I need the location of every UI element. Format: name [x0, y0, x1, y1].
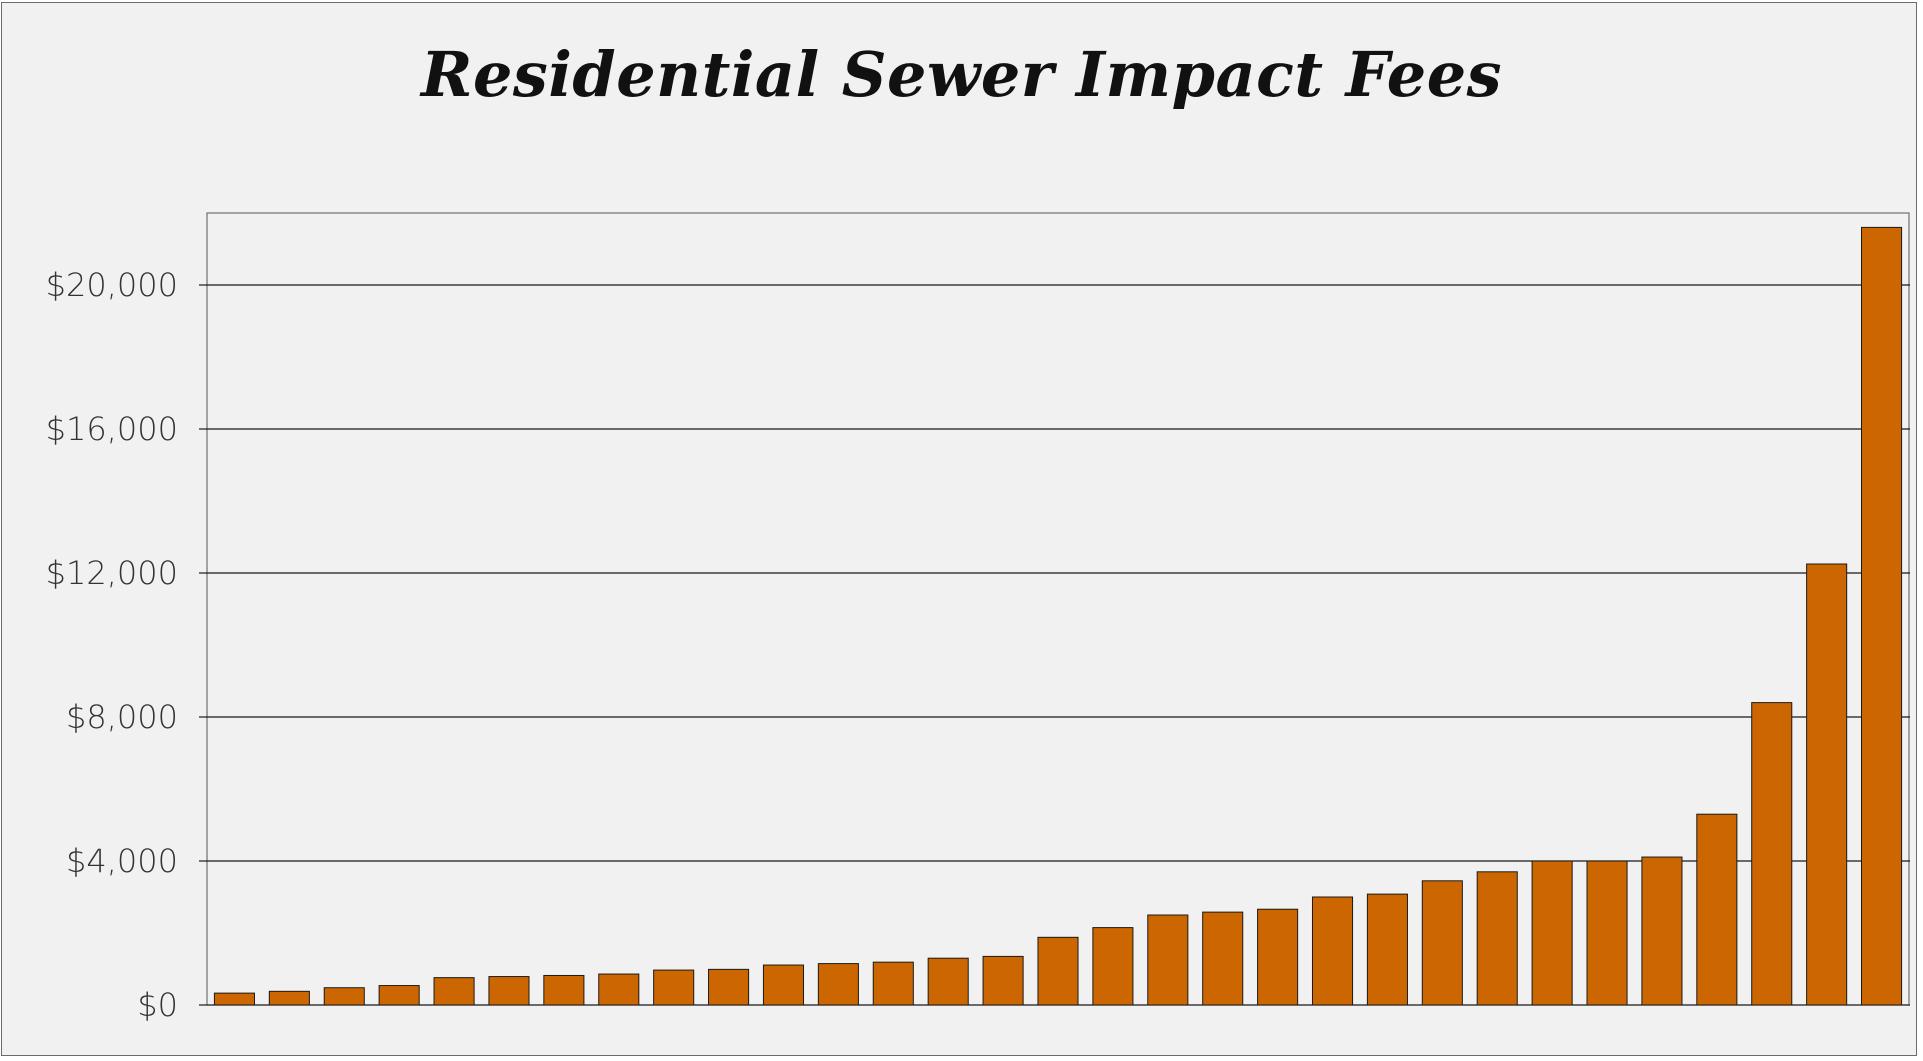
y-tick-label: $8,000 [66, 698, 178, 736]
y-tick-label: $20,000 [46, 266, 178, 304]
bar [598, 973, 640, 1006]
bar [982, 955, 1024, 1006]
y-tick-label: $16,000 [46, 410, 178, 448]
bar [1641, 856, 1683, 1006]
bar [323, 987, 365, 1006]
bar [1531, 860, 1573, 1006]
y-tick-label: $12,000 [46, 554, 178, 592]
bar [653, 969, 695, 1006]
bar [268, 990, 310, 1006]
chart-title: Residential Sewer Impact Fees [420, 38, 1503, 111]
bar [488, 976, 530, 1006]
bar [433, 977, 475, 1006]
bar [1696, 813, 1738, 1006]
bar [1586, 860, 1628, 1006]
bar [1202, 911, 1244, 1006]
bar [213, 992, 255, 1006]
bar [1751, 702, 1793, 1006]
bar [1366, 893, 1408, 1006]
bar [1037, 936, 1079, 1006]
bar [1861, 226, 1903, 1006]
y-tick-label: $0 [137, 986, 178, 1024]
bar [1476, 871, 1518, 1006]
bar [1257, 908, 1299, 1006]
bar [1421, 880, 1463, 1006]
bar [1092, 927, 1134, 1006]
bar [762, 964, 805, 1006]
y-tick-label: $4,000 [66, 842, 178, 880]
bar [1147, 914, 1189, 1006]
bar [543, 974, 585, 1006]
y-axis-tick-labels: $0 $4,000 $8,000 $12,000 $16,000 $20,000 [46, 266, 178, 1024]
bars [213, 226, 1903, 1006]
bar [1311, 896, 1354, 1006]
bar [872, 961, 914, 1006]
bar [1806, 563, 1848, 1006]
bar [378, 985, 420, 1006]
bar [817, 963, 859, 1006]
bar [708, 968, 750, 1006]
bar [927, 957, 969, 1006]
